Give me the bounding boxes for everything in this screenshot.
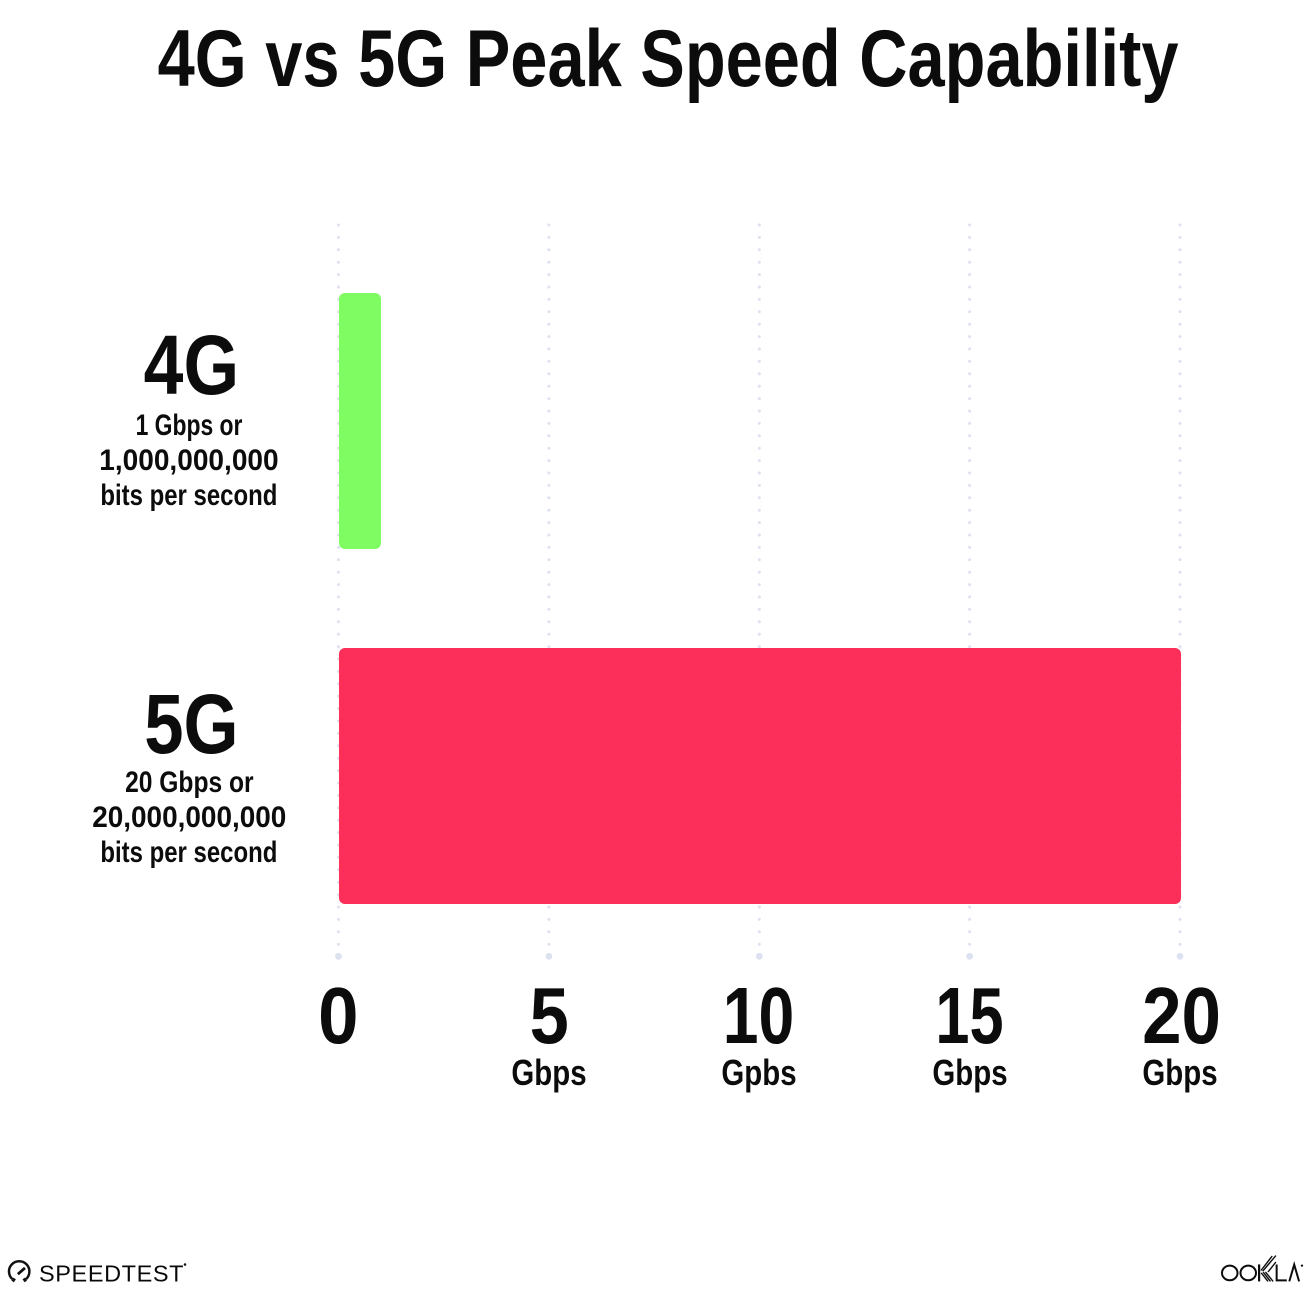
svg-text:SPEEDTEST: SPEEDTEST — [39, 1261, 184, 1287]
